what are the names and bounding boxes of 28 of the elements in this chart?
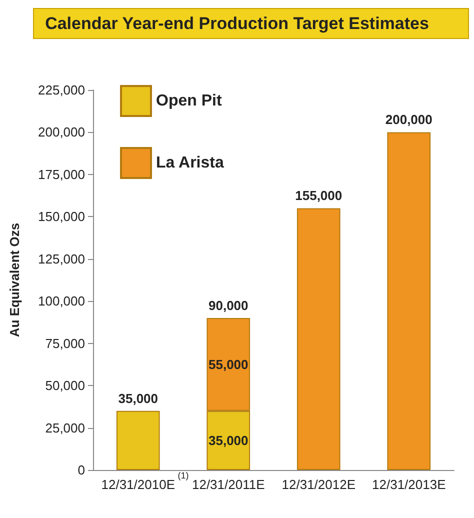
x-tick-label: 12/31/2011E <box>192 477 266 492</box>
data-label: 55,000 <box>208 356 248 372</box>
total-label: 200,000 <box>385 112 432 128</box>
y-tick-label: 0 <box>78 462 85 478</box>
y-tick-label: 125,000 <box>38 251 85 266</box>
y-tick-label: 75,000 <box>45 336 85 351</box>
x-tick-label: 12/31/2013E <box>372 477 446 492</box>
y-tick-label: 200,000 <box>38 124 85 140</box>
y-tick-label: 100,000 <box>38 294 85 309</box>
y-tick-label: 150,000 <box>38 209 85 224</box>
bar <box>116 410 160 470</box>
y-tick-label: 25,000 <box>45 420 85 436</box>
data-label: 35,000 <box>208 432 248 448</box>
y-tick-label: 225,000 <box>38 82 85 98</box>
x-tick-label: 12/31/2010E <box>101 477 176 492</box>
chart-title: Calendar Year-end Production Target Estimates <box>45 14 429 33</box>
y-axis-title: Au Equivalent Ozs <box>7 222 22 338</box>
bar <box>296 208 340 470</box>
text: (1) <box>178 470 189 480</box>
y-tick-label: 50,000 <box>45 378 85 394</box>
total-label: 35,000 <box>118 390 158 406</box>
total-label: 90,000 <box>208 298 248 313</box>
bar <box>387 132 431 470</box>
legend-label: La Arista <box>156 154 224 172</box>
legend-label: Open Pit <box>156 92 222 110</box>
y-tick-label: 175,000 <box>38 166 85 182</box>
x-tick-label: 12/31/2012E <box>282 477 356 492</box>
total-label: 155,000 <box>295 188 342 204</box>
